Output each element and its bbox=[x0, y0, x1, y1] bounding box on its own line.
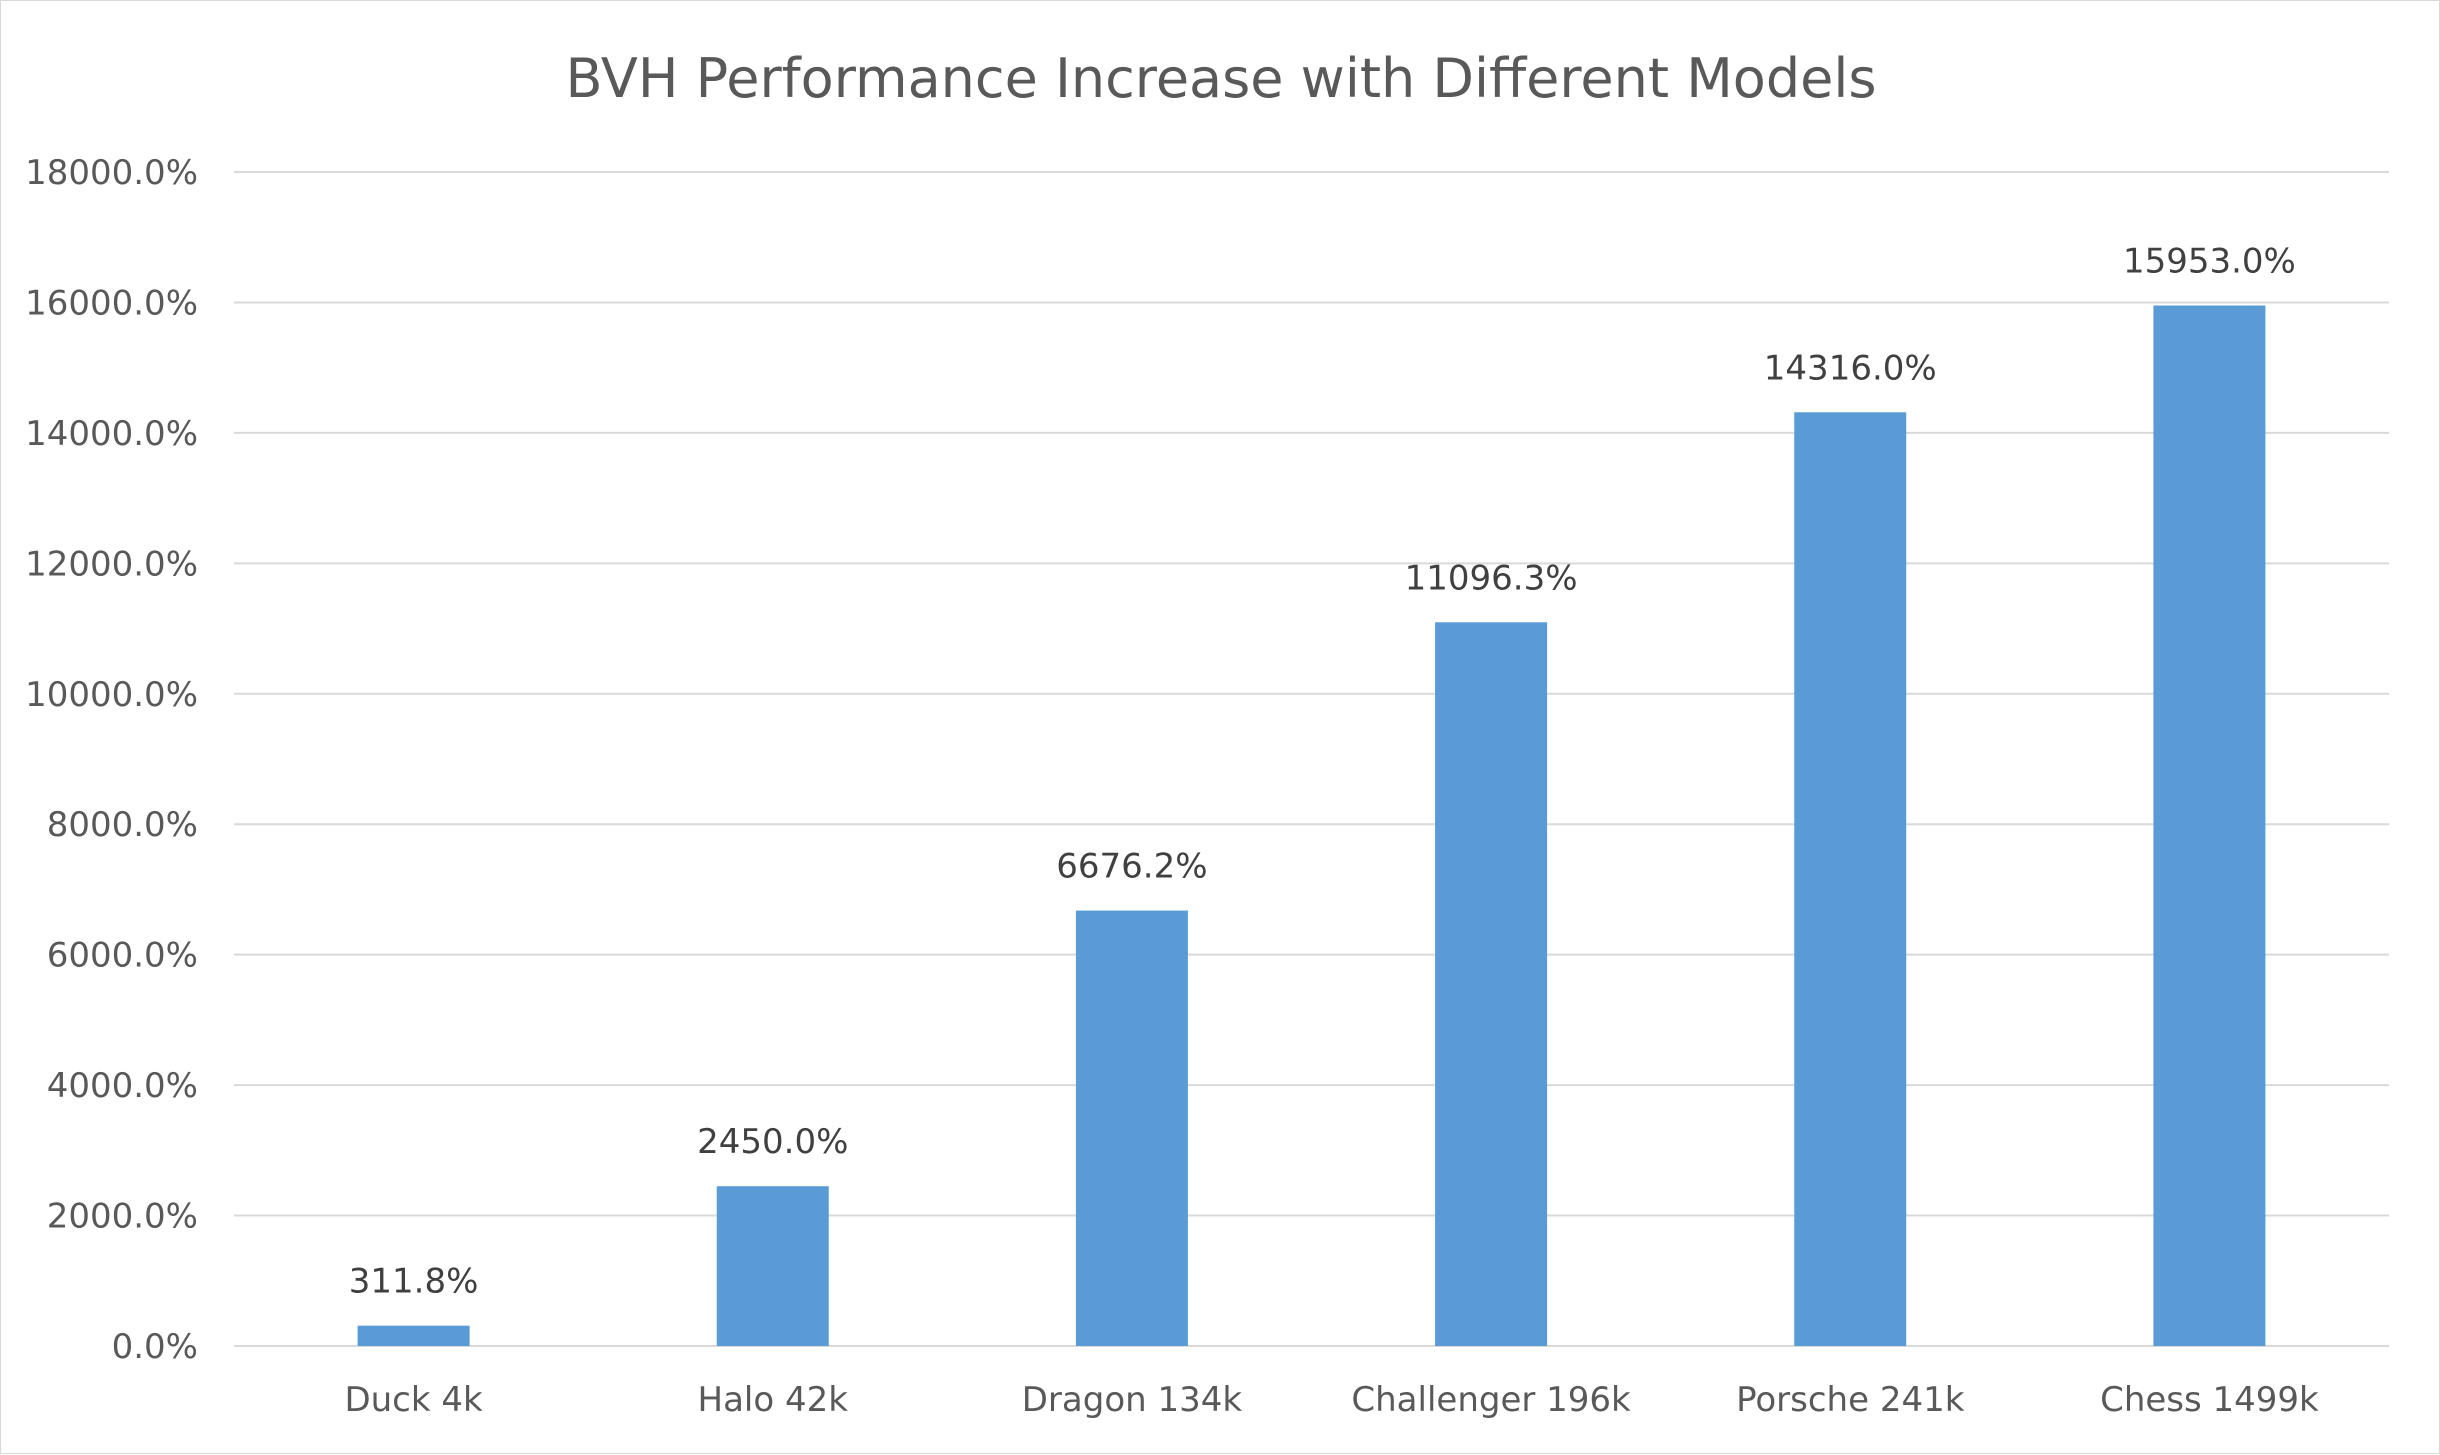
bar bbox=[1794, 412, 1907, 1346]
y-axis-tick-labels: 0.0% 2000.0% 4000.0% 6000.0% 8000.0% 10000.0%… bbox=[25, 153, 198, 1367]
y-tick-label: 0.0% bbox=[112, 1327, 198, 1367]
data-label: 15953.0% bbox=[2123, 242, 2296, 282]
bar bbox=[2153, 305, 2266, 1346]
x-category-label: Porsche 241k bbox=[1736, 1380, 1965, 1420]
data-labels: 311.8% 2450.0% 6676.2% 11096.3% 14316.0% 1595… bbox=[349, 242, 2296, 1302]
y-tick-label: 4000.0% bbox=[47, 1066, 198, 1106]
y-tick-label: 12000.0% bbox=[25, 544, 198, 584]
y-tick-label: 2000.0% bbox=[47, 1197, 198, 1237]
x-category-label: Chess 1499k bbox=[2100, 1380, 2319, 1420]
y-tick-label: 10000.0% bbox=[25, 675, 198, 715]
data-label: 14316.0% bbox=[1764, 348, 1937, 388]
y-tick-label: 8000.0% bbox=[47, 805, 198, 845]
gridlines bbox=[234, 171, 2389, 1347]
data-label: 2450.0% bbox=[697, 1122, 848, 1162]
chart-title: BVH Performance Increase with Different … bbox=[566, 47, 1877, 110]
data-label: 311.8% bbox=[349, 1262, 479, 1302]
y-tick-label: 14000.0% bbox=[25, 414, 198, 454]
x-category-label: Dragon 134k bbox=[1022, 1380, 1243, 1420]
x-axis-category-labels: Duck 4k Halo 42k Dragon 134k Challenger 196… bbox=[344, 1380, 2319, 1420]
x-category-label: Halo 42k bbox=[698, 1380, 849, 1420]
bars bbox=[357, 305, 2266, 1346]
y-tick-label: 6000.0% bbox=[47, 936, 198, 976]
bar bbox=[357, 1325, 470, 1346]
bar bbox=[1075, 910, 1188, 1346]
data-label: 6676.2% bbox=[1056, 847, 1207, 887]
y-tick-label: 16000.0% bbox=[25, 283, 198, 323]
data-label: 11096.3% bbox=[1405, 558, 1578, 598]
x-category-label: Duck 4k bbox=[344, 1380, 483, 1420]
x-category-label: Challenger 196k bbox=[1351, 1380, 1631, 1420]
bar bbox=[716, 1186, 829, 1346]
y-tick-label: 18000.0% bbox=[25, 153, 198, 193]
bar bbox=[1435, 622, 1548, 1346]
